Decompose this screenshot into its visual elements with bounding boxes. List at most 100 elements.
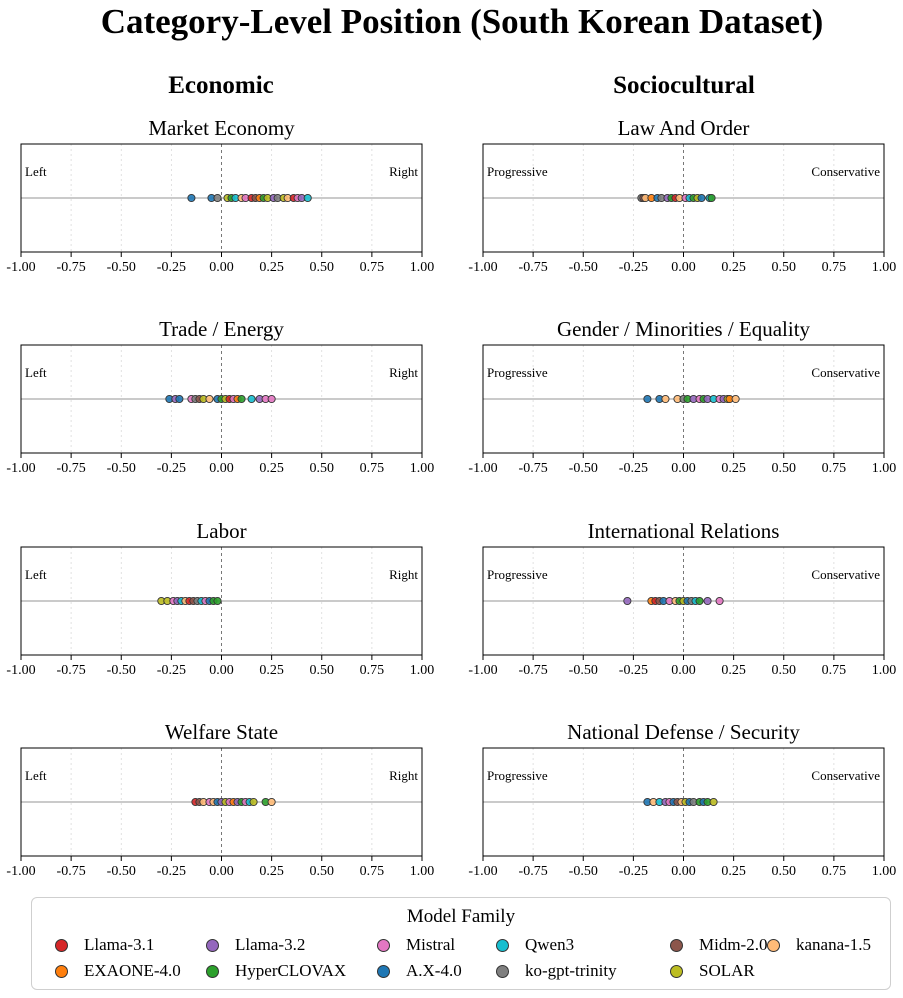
panel-law-and-order-title: Law And Order	[618, 116, 750, 140]
x-tick-label: 0.50	[310, 260, 335, 275]
legend: Model Family Llama-3.1 Llama-3.2 Mistral Qw…	[31, 897, 891, 990]
panel-market-economy-right-label: Right	[389, 164, 418, 179]
x-tick-label: 1.00	[872, 864, 897, 879]
point-a-x-4-0	[643, 394, 652, 404]
legend-marker	[206, 938, 219, 952]
legend-label: Qwen3	[525, 935, 575, 954]
x-tick-label: -1.00	[468, 864, 497, 879]
legend-title: Model Family	[406, 906, 516, 927]
legend-item-llama-3-2: Llama-3.2	[206, 935, 305, 955]
point-kanana-1-5	[661, 394, 670, 404]
legend-item-llama-3-1: Llama-3.1	[55, 935, 154, 955]
x-tick-label: -0.25	[157, 260, 186, 275]
x-tick-label: 1.00	[872, 461, 897, 476]
x-tick-label: 0.00	[209, 864, 234, 879]
point-a-x-4-0	[187, 193, 196, 203]
panel-international-relations-right-label: Conservative	[811, 567, 880, 582]
x-tick-label: 0.50	[772, 461, 797, 476]
x-tick-label: 0.00	[209, 461, 234, 476]
panel-law-and-order-right-label: Conservative	[811, 164, 880, 179]
panel-trade-energy-title: Trade / Energy	[159, 317, 284, 341]
legend-marker	[55, 964, 68, 978]
x-tick-label: 0.00	[671, 864, 696, 879]
x-tick-label: -0.25	[619, 663, 648, 678]
point-qwen3	[247, 394, 256, 404]
point-mistral	[715, 596, 724, 606]
x-tick-label: -0.25	[157, 663, 186, 678]
legend-label: Llama-3.1	[84, 935, 155, 954]
legend-marker	[496, 964, 509, 978]
x-tick-label: 0.50	[772, 260, 797, 275]
legend-item-exaone-4-0: EXAONE-4.0	[55, 961, 181, 981]
x-tick-label: -0.75	[57, 663, 86, 678]
x-tick-label: -1.00	[468, 461, 497, 476]
x-tick-label: 1.00	[872, 260, 897, 275]
x-tick-label: -0.75	[519, 260, 548, 275]
x-tick-label: 0.25	[721, 663, 746, 678]
point-hyperclovax	[213, 596, 222, 606]
x-tick-label: -0.25	[157, 864, 186, 879]
x-tick-label: 0.00	[671, 461, 696, 476]
point-solar	[709, 797, 718, 807]
x-tick-label: 0.75	[822, 864, 847, 879]
x-tick-label: -0.50	[569, 663, 598, 678]
panel-gender-minorities-equality-left-label: Progressive	[487, 365, 548, 380]
legend-marker	[767, 938, 780, 952]
point-llama-3-2	[703, 596, 712, 606]
panel-market-economy-left-label: Left	[25, 164, 47, 179]
x-tick-label: 1.00	[410, 461, 435, 476]
x-tick-label: -1.00	[468, 663, 497, 678]
legend-marker	[55, 938, 68, 952]
x-tick-label: -1.00	[468, 260, 497, 275]
point-hyperclovax	[707, 193, 716, 203]
x-tick-label: 0.75	[360, 663, 385, 678]
x-tick-label: -0.75	[519, 864, 548, 879]
x-tick-label: -0.25	[619, 864, 648, 879]
x-tick-label: -1.00	[6, 663, 35, 678]
x-tick-label: 0.75	[822, 663, 847, 678]
x-tick-label: -1.00	[6, 461, 35, 476]
x-tick-label: 1.00	[410, 663, 435, 678]
legend-marker	[206, 964, 219, 978]
legend-marker	[377, 938, 390, 952]
panel-labor-left-label: Left	[25, 567, 47, 582]
point-solar	[249, 797, 258, 807]
x-tick-label: 0.50	[772, 663, 797, 678]
x-tick-label: 0.75	[360, 461, 385, 476]
panel-market-economy-title: Market Economy	[148, 116, 295, 140]
legend-item-ko-gpt-trinity: ko-gpt-trinity	[496, 961, 617, 981]
x-tick-label: 0.25	[259, 663, 284, 678]
x-tick-label: 1.00	[410, 260, 435, 275]
x-tick-label: 0.50	[310, 663, 335, 678]
panel-international-relations: International Relations Progressive Conser…	[468, 519, 896, 678]
legend-label: Llama-3.2	[235, 935, 306, 954]
legend-label: HyperCLOVAX	[235, 961, 347, 980]
panel-welfare-state: Welfare State Left Right -1.00 -0.75 -0.50 -0.…	[6, 720, 434, 879]
point-mistral	[267, 394, 276, 404]
x-tick-label: 0.25	[259, 260, 284, 275]
x-tick-label: 0.75	[360, 864, 385, 879]
point-a-x-4-0	[175, 394, 184, 404]
legend-label: Mistral	[406, 935, 456, 954]
x-tick-label: 0.75	[822, 260, 847, 275]
x-tick-label: 0.50	[310, 461, 335, 476]
x-tick-label: 0.00	[671, 260, 696, 275]
legend-label: SOLAR	[699, 961, 755, 980]
x-tick-label: -0.75	[519, 461, 548, 476]
panel-national-defense-security: National Defense / Security Progressive Co…	[468, 720, 896, 879]
point-hyperclovax	[695, 596, 704, 606]
legend-label: EXAONE-4.0	[84, 961, 181, 980]
panel-national-defense-security-left-label: Progressive	[487, 768, 548, 783]
legend-marker	[496, 938, 509, 952]
x-tick-label: -0.50	[107, 260, 136, 275]
panel-trade-energy: Trade / Energy Left Right -1.00 -0.75 -0.50 -0…	[6, 317, 434, 476]
x-tick-label: -0.50	[569, 461, 598, 476]
legend-item-kanana-1-5: kanana-1.5	[767, 935, 871, 955]
legend-marker	[670, 938, 683, 952]
panel-welfare-state-right-label: Right	[389, 768, 418, 783]
x-tick-label: -0.75	[57, 461, 86, 476]
x-tick-label: 0.50	[772, 864, 797, 879]
x-tick-label: 0.25	[259, 461, 284, 476]
x-tick-label: -0.75	[57, 260, 86, 275]
point-a-x-4-0	[697, 193, 706, 203]
